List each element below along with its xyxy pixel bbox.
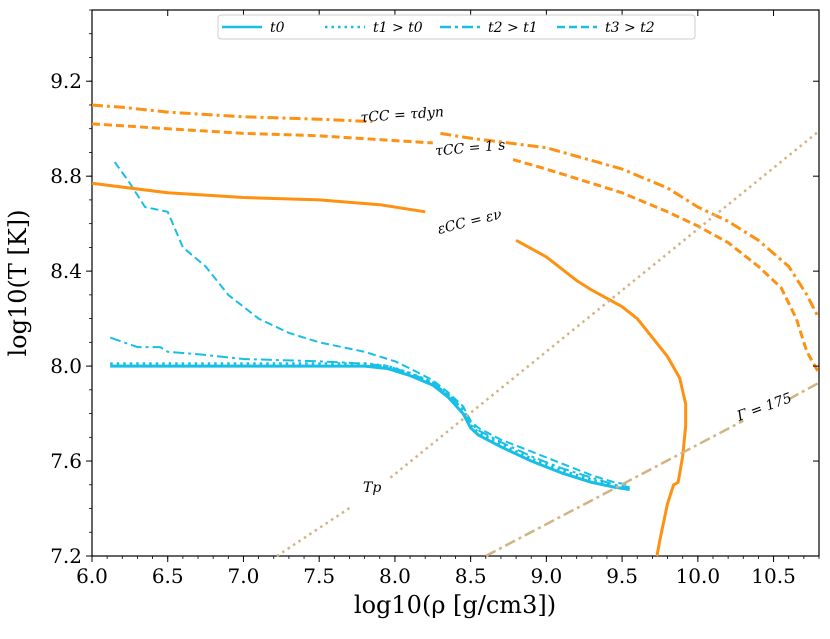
series-line-t-p-part-2	[389, 130, 820, 479]
y-axis-label: log10(T [K])	[4, 209, 32, 356]
series-line-t0	[110, 364, 630, 491]
plot-area-group: τCC = τdyn τCC = 1 s εCC = εν Γ = 175 Tp	[91, 9, 821, 558]
legend-label-1: t0	[270, 20, 285, 36]
annotation-cc-dyn: τCC = τdyn	[360, 104, 444, 126]
series-line-cc-1-s-part-2	[512, 158, 821, 374]
annotation-cc: εCC = εν	[436, 206, 504, 238]
y-axis: 7.2 7.6 8.0 8.4 8.8 9.2	[50, 9, 819, 568]
x-tick-label: 10.0	[676, 564, 721, 588]
x-tick-label: 8.5	[455, 564, 487, 588]
x-tick-label: 8.0	[379, 564, 411, 588]
series-line-t3-t2	[113, 161, 630, 486]
x-tick-label: 6.0	[76, 564, 108, 588]
x-tick-label: 7.0	[228, 564, 260, 588]
series-line-cc-dyn-part-1	[91, 103, 373, 124]
legend-label-3: t2 > t1	[488, 20, 538, 36]
series-line-cc-part-2	[515, 238, 688, 557]
x-axis: 6.0 6.5 7.0 7.5 8.0 8.5 9.0 9.5 10.0 10.5	[76, 10, 820, 588]
y-tick-label: 7.6	[50, 449, 82, 473]
series-line-t2-t1	[109, 336, 630, 489]
legend: t0 t1 > t0 t2 > t1 t3 > t2	[217, 14, 696, 40]
x-tick-label: 9.5	[606, 564, 638, 588]
y-tick-label: 9.2	[50, 69, 82, 93]
series-line-cc-dyn-part-2	[440, 131, 821, 320]
y-tick-label: 8.4	[50, 259, 82, 283]
series-line-175-part-2	[788, 381, 820, 401]
annotation-tp: Tp	[363, 480, 381, 496]
x-tick-label: 10.5	[751, 564, 796, 588]
series-line-cc-part-1	[91, 181, 426, 214]
annotation-layer: τCC = τdyn τCC = 1 s εCC = εν Γ = 175 Tp	[360, 104, 794, 496]
legend-label-4: t3 > t2	[605, 20, 655, 36]
x-tick-label: 7.5	[303, 564, 335, 588]
annotation-175: Γ = 175	[734, 390, 794, 425]
x-tick-label: 9.0	[530, 564, 562, 588]
series-line-t1-t0	[110, 362, 630, 491]
series-line-175-part-1	[485, 419, 744, 558]
plot-frame	[91, 9, 820, 557]
y-tick-label: 8.8	[50, 164, 82, 188]
y-tick-label: 7.2	[50, 544, 82, 568]
y-tick-label: 8.0	[50, 354, 82, 378]
series-line-cc-1-s-part-1	[91, 122, 433, 145]
series-layer	[91, 103, 821, 558]
x-tick-label: 6.5	[152, 564, 184, 588]
x-axis-label: log10(ρ [g/cm3])	[354, 591, 556, 619]
legend-label-2: t1 > t0	[373, 20, 423, 36]
series-line-t-p-part-1	[276, 505, 354, 558]
annotation-cc-1-s: τCC = 1 s	[435, 137, 506, 159]
